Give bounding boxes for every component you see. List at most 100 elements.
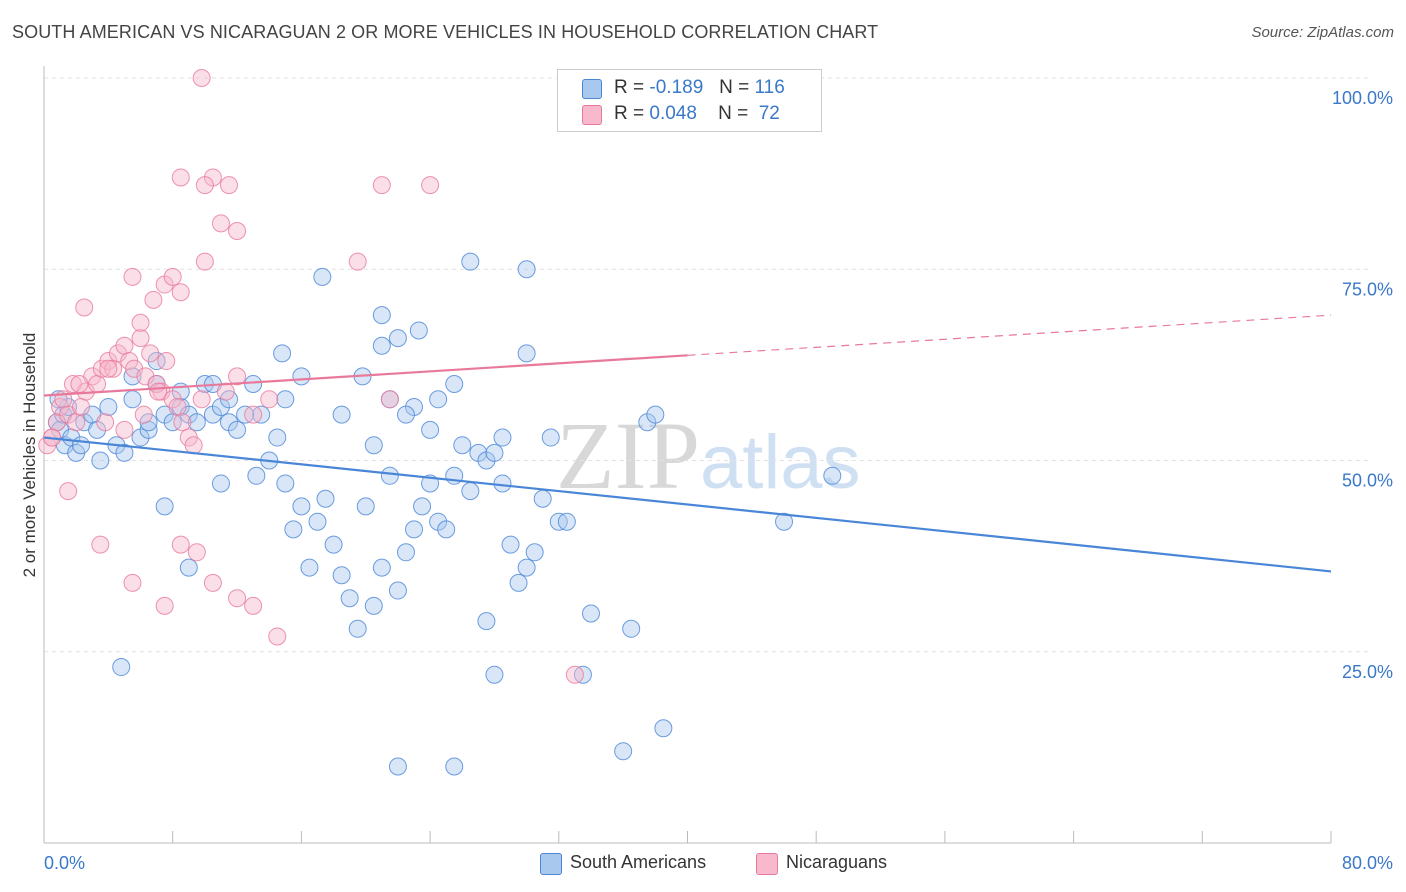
trendline-south-americans bbox=[43, 436, 1332, 573]
point-south-american bbox=[421, 420, 440, 439]
point-south-american bbox=[316, 489, 335, 508]
point-nicaraguan bbox=[115, 420, 134, 439]
point-nicaraguan bbox=[216, 382, 235, 401]
point-south-american bbox=[517, 260, 536, 279]
bottom-legend-label-nicaraguans: Nicaraguans bbox=[786, 852, 888, 872]
point-south-american bbox=[313, 267, 332, 286]
point-south-american bbox=[493, 474, 512, 493]
point-nicaraguan bbox=[75, 298, 94, 317]
x-tick-label: 0.0% bbox=[44, 853, 85, 873]
point-nicaraguan bbox=[59, 482, 78, 501]
point-south-american bbox=[581, 604, 600, 623]
point-nicaraguan bbox=[131, 313, 150, 332]
point-nicaraguan bbox=[372, 176, 391, 195]
point-south-american bbox=[284, 520, 303, 539]
point-south-american bbox=[501, 535, 520, 554]
point-nicaraguan bbox=[134, 405, 153, 424]
point-south-american bbox=[388, 757, 407, 776]
point-south-american bbox=[517, 344, 536, 363]
point-south-american bbox=[614, 742, 633, 761]
y-tick-label: 75.0% bbox=[1342, 279, 1393, 299]
point-nicaraguan bbox=[220, 176, 239, 195]
point-nicaraguan bbox=[195, 176, 214, 195]
legend-swatch-nicaraguans bbox=[582, 105, 602, 125]
point-nicaraguan bbox=[380, 390, 399, 409]
watermark-zip: ZIP bbox=[556, 402, 700, 509]
legend-swatch-south-americans bbox=[582, 79, 602, 99]
point-nicaraguan bbox=[99, 359, 118, 378]
point-south-american bbox=[461, 482, 480, 501]
point-south-american bbox=[409, 321, 428, 340]
point-south-american bbox=[112, 658, 131, 677]
point-nicaraguan bbox=[203, 573, 222, 592]
y-tick-label: 25.0% bbox=[1342, 662, 1393, 682]
point-nicaraguan bbox=[70, 375, 89, 393]
point-nicaraguan bbox=[228, 589, 247, 608]
watermark: ZIPatlas bbox=[556, 400, 861, 511]
point-south-american bbox=[646, 405, 665, 424]
point-south-american bbox=[228, 420, 247, 439]
y-tick-label: 100.0% bbox=[1332, 88, 1393, 108]
point-south-american bbox=[91, 451, 110, 470]
point-nicaraguan bbox=[115, 336, 134, 355]
point-nicaraguan bbox=[244, 596, 263, 615]
point-south-american bbox=[247, 466, 266, 485]
point-south-american bbox=[525, 543, 544, 562]
point-nicaraguan bbox=[192, 390, 211, 409]
point-south-american bbox=[557, 512, 576, 531]
point-south-american bbox=[372, 558, 391, 577]
point-south-american bbox=[477, 612, 496, 631]
point-nicaraguan bbox=[268, 627, 287, 646]
point-nicaraguan bbox=[348, 252, 367, 271]
point-south-american bbox=[396, 405, 415, 424]
point-nicaraguan bbox=[168, 397, 187, 416]
point-south-american bbox=[324, 535, 343, 554]
point-nicaraguan bbox=[131, 329, 150, 348]
point-nicaraguan bbox=[244, 405, 263, 424]
point-south-american bbox=[405, 520, 424, 539]
point-south-american bbox=[147, 352, 166, 371]
point-south-american bbox=[211, 474, 230, 493]
point-south-american bbox=[445, 757, 464, 776]
point-south-american bbox=[187, 413, 206, 432]
point-south-american bbox=[622, 619, 641, 638]
point-nicaraguan bbox=[123, 573, 142, 592]
point-nicaraguan bbox=[163, 267, 182, 286]
point-south-american bbox=[485, 665, 504, 684]
legend-r-value: 0.048 bbox=[649, 103, 697, 124]
point-south-american bbox=[99, 397, 118, 416]
point-south-american bbox=[372, 306, 391, 325]
point-nicaraguan bbox=[187, 543, 206, 562]
trendline-nicaraguans bbox=[43, 354, 688, 397]
point-south-american bbox=[388, 329, 407, 348]
legend-r-value: -0.189 bbox=[649, 77, 704, 98]
legend-n-value: 116 bbox=[754, 77, 785, 98]
legend-r-label: R = bbox=[614, 103, 645, 124]
point-nicaraguan bbox=[91, 535, 110, 554]
point-nicaraguan bbox=[157, 352, 176, 371]
source-label: Source: ZipAtlas.com bbox=[1251, 24, 1394, 41]
point-south-american bbox=[292, 367, 311, 386]
point-south-american bbox=[123, 390, 142, 409]
point-south-american bbox=[155, 497, 174, 516]
point-south-american bbox=[654, 719, 673, 738]
point-south-american bbox=[115, 443, 134, 462]
point-south-american bbox=[485, 443, 504, 462]
point-south-american bbox=[413, 497, 432, 516]
point-nicaraguan bbox=[228, 367, 247, 386]
bottom-legend-swatch-south-americans bbox=[540, 853, 562, 875]
chart-title: SOUTH AMERICAN VS NICARAGUAN 2 OR MORE V… bbox=[12, 22, 879, 42]
point-south-american bbox=[437, 520, 456, 539]
bottom-legend-label-south-americans: South Americans bbox=[570, 852, 707, 872]
point-south-american bbox=[332, 566, 351, 585]
point-south-american bbox=[517, 558, 536, 577]
point-south-american bbox=[268, 428, 287, 447]
point-south-american bbox=[72, 436, 91, 455]
point-south-american bbox=[396, 543, 415, 562]
point-nicaraguan bbox=[260, 390, 279, 409]
point-south-american bbox=[533, 489, 552, 508]
point-nicaraguan bbox=[67, 413, 86, 432]
point-nicaraguan bbox=[421, 176, 440, 195]
point-south-american bbox=[541, 428, 560, 447]
legend-n-value: 72 bbox=[758, 103, 780, 124]
